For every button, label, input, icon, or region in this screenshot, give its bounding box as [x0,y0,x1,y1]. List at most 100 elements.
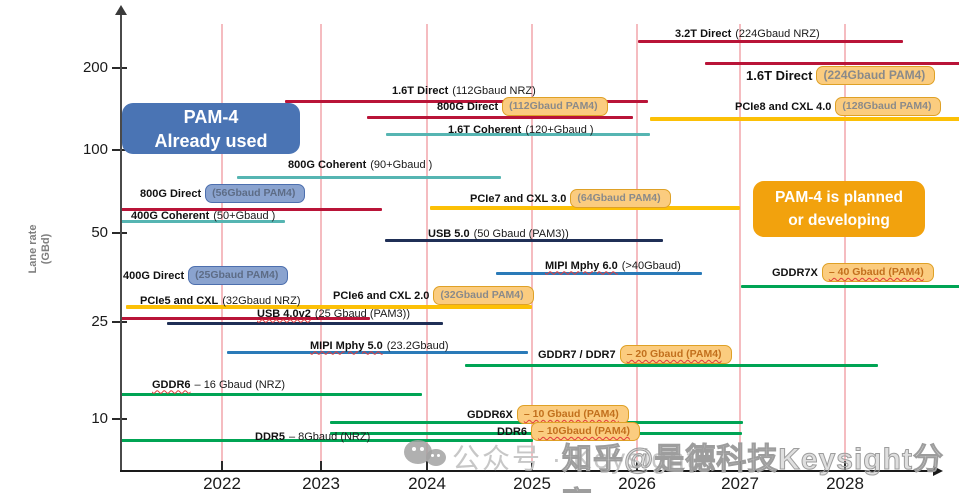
x-tick-label-2022: 2022 [203,474,241,493]
series-label-mipi-mphy5: MIPI Mphy 5.0 (23.2Gbaud) [310,336,449,355]
y-axis-title-line1: Lane rate [27,224,39,274]
gridline-2025 [531,24,533,461]
series-line-coherent-800g [237,175,501,179]
y-tick-label-200: 200 [82,59,108,76]
series-label-usb5: USB 5.0 (50 Gbaud (PAM3)) [428,224,569,243]
pam4-planned-callout: PAM-4 is planned or developing [753,181,925,237]
x-tick-label-2024: 2024 [408,474,446,493]
series-value-box-pcie7-cxl3: (64Gbaud PAM4) [570,189,671,208]
x-tick-label-2026: 2026 [618,474,656,493]
series-value-box-gddr6x: – 10 Gbaud (PAM4) [516,405,629,424]
pam4-used-line1: PAM-4 [183,106,239,127]
series-value-box-pcie8-cxl4: (128Gbaud PAM4) [835,97,942,116]
y-tick-50 [112,232,127,234]
x-tick-label-2028: 2028 [826,474,864,493]
gridline-2027 [739,24,741,461]
series-label-pcie7-cxl3: PCIe7 and CXL 3.0 (64Gbaud PAM4) [470,189,671,208]
gridline-2022 [221,24,223,461]
series-label-ddr6: DDR6– 10Gbaud (PAM4) [497,422,640,441]
series-value-usb5: (50 Gbaud (PAM3)) [473,227,569,240]
y-tick-label-25: 25 [91,313,108,330]
gridline-2024 [426,24,428,461]
series-line-direct-3-2t [638,39,903,43]
series-line-direct-1-6t-nrz [285,99,648,103]
series-name-pcie8-cxl4: PCIe8 and CXL 4.0 [735,100,832,113]
series-name-gddr7x: GDDR7X [772,266,818,279]
y-tick-200 [112,67,127,69]
gridline-2028 [844,24,846,461]
x-axis-line [120,470,936,472]
x-tick-label-2027: 2027 [721,474,759,493]
series-value-coherent-1-6t: (120+Gbaud ) [525,123,594,136]
series-line-mipi-mphy6 [496,271,702,275]
series-line-ddr5 [120,438,533,442]
x-tick-2027 [739,460,741,471]
y-tick-label-100: 100 [82,141,108,158]
series-name-direct-800g-pam4: 800G Direct [437,100,499,113]
y-axis-title: Lane rate (GBd) [27,193,53,305]
series-label-direct-800g-pam4: 800G Direct (112Gbaud PAM4) [437,97,608,116]
y-tick-100 [112,149,127,151]
y-axis-line [120,12,122,472]
series-value-direct-1-6t-nrz: (112Gbaud NRZ) [452,84,536,97]
series-name-direct-1-6t-nrz: 1.6T Direct [392,84,449,97]
series-label-coherent-1-6t: 1.6T Coherent (120+Gbaud ) [448,120,594,139]
y-tick-10 [112,418,127,420]
series-name-coherent-800g: 800G Coherent [288,158,367,171]
series-value-box-pcie6-cxl2: (32Gbaud PAM4) [433,286,534,305]
series-line-coherent-400g [120,219,285,223]
series-name-pcie5-cxl: PCIe5 and CXL [140,294,219,307]
x-tick-2025 [531,460,533,471]
series-value-box-direct-800g-pam4: (112Gbaud PAM4) [502,97,608,116]
series-label-direct-400g-25: 400G Direct (25Gbaud PAM4) [123,266,289,285]
series-name-pcie7-cxl3: PCIe7 and CXL 3.0 [470,192,567,205]
series-value-box-direct-1-6t-pam4: (224Gbaud PAM4) [816,66,936,85]
series-line-gddr7-ddr7 [465,363,878,367]
series-value-mipi-mphy6: (>40Gbaud) [621,259,681,272]
series-value-box-ddr6: – 10Gbaud (PAM4) [530,422,640,441]
y-tick-label-50: 50 [91,224,108,241]
series-line-direct-800g-56 [120,207,382,211]
series-name-usb5: USB 5.0 [428,227,470,240]
series-value-usb4v2: (25 Gbaud (PAM3)) [314,307,410,320]
series-label-mipi-mphy6: MIPI Mphy 6.0 (>40Gbaud) [545,256,681,275]
pam4-planned-line1: PAM-4 is planned [774,189,904,206]
series-label-gddr7-ddr7: GDDR7 / DDR7– 20 Gbaud (PAM4) [538,345,732,364]
y-axis-title-line2: (GBd) [40,233,52,265]
series-line-direct-800g-pam4 [367,115,633,119]
series-label-coherent-400g: 400G Coherent (50+Gbaud ) [131,206,275,225]
series-value-direct-3-2t: (224Gbaud NRZ) [735,27,820,40]
series-value-mipi-mphy5: (23.2Gbaud) [386,339,449,352]
series-label-direct-3-2t: 3.2T Direct (224Gbaud NRZ) [675,24,820,43]
series-label-direct-1-6t-nrz: 1.6T Direct (112Gbaud NRZ) [392,81,536,100]
series-value-pcie5-cxl: (32Gbaud NRZ) [222,294,301,307]
series-name-ddr5: DDR5 [255,430,285,443]
y-tick-label-10: 10 [91,410,108,427]
series-line-gddr6 [120,392,422,396]
series-label-usb4v2: USB 4.0v2 (25 Gbaud (PAM3)) [257,304,410,323]
series-label-ddr5: DDR5– 8Gbaud (NRZ) [255,427,370,446]
x-axis-arrow-icon [933,466,943,476]
series-value-ddr5: – 8Gbaud (NRZ) [288,430,371,443]
series-label-pcie6-cxl2: PCIe6 and CXL 2.0 (32Gbaud PAM4) [333,286,534,305]
x-tick-2022 [221,460,223,471]
series-name-mipi-mphy6: MIPI Mphy 6.0 [545,259,618,272]
series-name-coherent-400g: 400G Coherent [131,209,210,222]
series-label-gddr7x: GDDR7X – 40 Gbaud (PAM4) [772,263,934,282]
series-line-coherent-1-6t [386,132,650,136]
series-line-pcie7-cxl3 [430,206,740,210]
series-name-usb4v2: USB 4.0v2 [257,307,311,320]
series-line-pcie8-cxl4 [650,117,959,121]
pam4-used-line2: Already used [154,130,268,151]
series-name-pcie6-cxl2: PCIe6 and CXL 2.0 [333,289,430,302]
series-name-direct-400g-25: 400G Direct [123,269,185,282]
series-value-box-direct-800g-56: (56Gbaud PAM4) [205,184,306,203]
series-line-pcie6-cxl2 [407,305,532,309]
x-tick-2026 [636,460,638,471]
series-value-box-gddr7-ddr7: – 20 Gbaud (PAM4) [619,345,732,364]
x-tick-2028 [844,460,846,471]
series-name-gddr6: GDDR6 [152,378,191,391]
gridline-2026 [636,24,638,461]
y-axis-arrow-icon [115,5,127,15]
